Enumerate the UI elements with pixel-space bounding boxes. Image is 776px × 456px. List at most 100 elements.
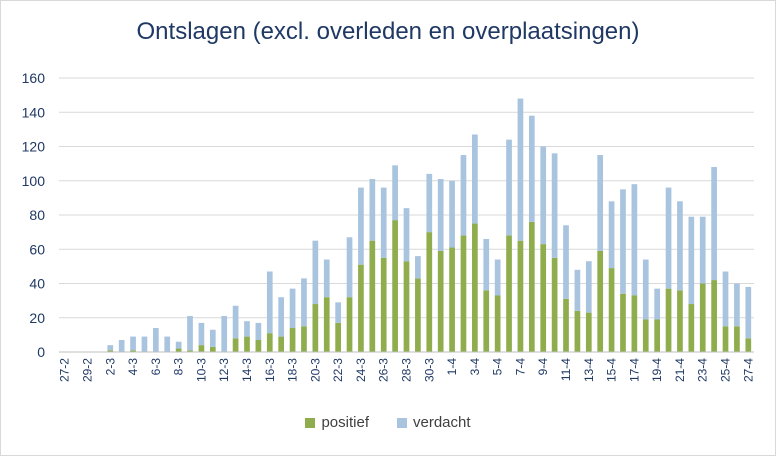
bar-positief (209, 346, 216, 352)
bar-verdacht (528, 115, 535, 222)
x-tick-label: 13-4 (582, 358, 596, 382)
x-tick-label: 18-3 (286, 358, 300, 382)
bar-positief (472, 223, 478, 352)
bar-positief (540, 244, 547, 352)
bar-verdacht (620, 189, 626, 294)
legend-swatch-verdacht (396, 417, 407, 428)
y-tick-label: 140 (22, 104, 46, 120)
bar-verdacht (574, 269, 581, 311)
x-tick-label: 8-3 (172, 358, 186, 376)
bar-positief (198, 345, 205, 352)
bar-verdacht (449, 180, 455, 248)
bar-positief (745, 338, 752, 352)
bar-positief (665, 288, 672, 352)
bar-positief (380, 257, 387, 352)
bar-positief (460, 235, 467, 352)
bar-verdacht (118, 340, 125, 352)
bar-verdacht (699, 216, 706, 284)
bar-verdacht (494, 259, 501, 296)
x-tick-label: 27-2 (58, 358, 72, 382)
x-tick-label: 21-4 (673, 358, 687, 382)
bar-verdacht (187, 316, 193, 351)
bar-verdacht (369, 179, 376, 241)
x-tick-label: 30-3 (422, 358, 436, 382)
x-tick-label: 25-4 (719, 358, 733, 382)
x-tick-label: 10-3 (194, 358, 208, 382)
bar-verdacht (198, 322, 205, 346)
bar-verdacht (551, 153, 558, 258)
legend-swatch-positief (305, 417, 316, 428)
bar-positief (711, 280, 717, 352)
bar-verdacht (722, 271, 729, 327)
x-tick-label: 9-4 (536, 358, 550, 376)
bar-verdacht (209, 329, 216, 347)
bar-positief (563, 298, 569, 352)
bar-verdacht (585, 261, 592, 313)
bar-verdacht (335, 302, 341, 323)
x-tick-label: 28-3 (400, 358, 414, 382)
bar-verdacht (517, 98, 524, 241)
bar-positief (506, 235, 512, 352)
bar-positief (654, 319, 661, 352)
bar-positief (620, 293, 626, 352)
bar-positief (369, 240, 376, 352)
x-tick-label: 12-3 (217, 358, 231, 382)
y-tick-label: 80 (29, 207, 45, 223)
bar-verdacht (323, 259, 330, 298)
bar-verdacht (244, 321, 250, 337)
bar-verdacht (130, 336, 136, 351)
bar-positief (597, 250, 604, 352)
bar-verdacht (289, 288, 296, 329)
bar-verdacht (437, 179, 444, 251)
bar-verdacht (540, 146, 547, 245)
bar-verdacht (642, 259, 649, 320)
x-tick-label: 29-2 (80, 358, 94, 382)
bar-verdacht (221, 316, 228, 352)
bar-positief (483, 290, 490, 352)
bar-verdacht (358, 187, 364, 265)
x-tick-label: 4-3 (126, 358, 140, 376)
bar-positief (631, 295, 638, 352)
x-tick-label: 15-4 (605, 358, 619, 382)
x-tick-label: 27-4 (741, 358, 755, 382)
bar-positief (232, 338, 239, 352)
bar-positief (403, 261, 410, 352)
bar-verdacht (175, 341, 182, 349)
bar-verdacht (255, 322, 262, 341)
bar-verdacht (734, 283, 740, 327)
bar-positief (312, 304, 319, 352)
bar-positief (346, 297, 353, 352)
x-tick-label: 7-4 (513, 358, 527, 376)
bar-positief (677, 290, 683, 352)
bar-verdacht (380, 187, 387, 258)
legend-item-positief: positief (305, 414, 369, 431)
bar-positief (585, 312, 592, 352)
legend-label-positief: positief (321, 414, 369, 431)
bar-verdacht (301, 278, 307, 327)
bar-positief (551, 257, 558, 352)
x-tick-label: 5-4 (491, 358, 505, 376)
legend-item-verdacht: verdacht (396, 414, 471, 431)
x-tick-label: 3-4 (468, 358, 482, 376)
legend: positief verdacht (0, 414, 776, 431)
x-tick-label: 26-3 (377, 358, 391, 382)
legend-label-verdacht: verdacht (412, 414, 471, 431)
bar-positief (107, 350, 114, 352)
bar-verdacht (392, 165, 398, 221)
bar-positief (449, 247, 455, 352)
bar-positief (266, 333, 273, 352)
y-tick-label: 0 (37, 344, 45, 360)
x-tick-label: 23-4 (696, 358, 710, 382)
bar-verdacht (152, 328, 159, 352)
bar-positief (688, 304, 695, 352)
bar-verdacht (654, 288, 661, 320)
bar-positief (574, 310, 581, 352)
bar-positief (187, 350, 193, 352)
x-tick-label: 16-3 (263, 358, 277, 382)
bar-positief (244, 336, 250, 352)
bar-verdacht (483, 238, 490, 291)
x-tick-label: 14-3 (240, 358, 254, 382)
bar-positief (722, 326, 729, 352)
